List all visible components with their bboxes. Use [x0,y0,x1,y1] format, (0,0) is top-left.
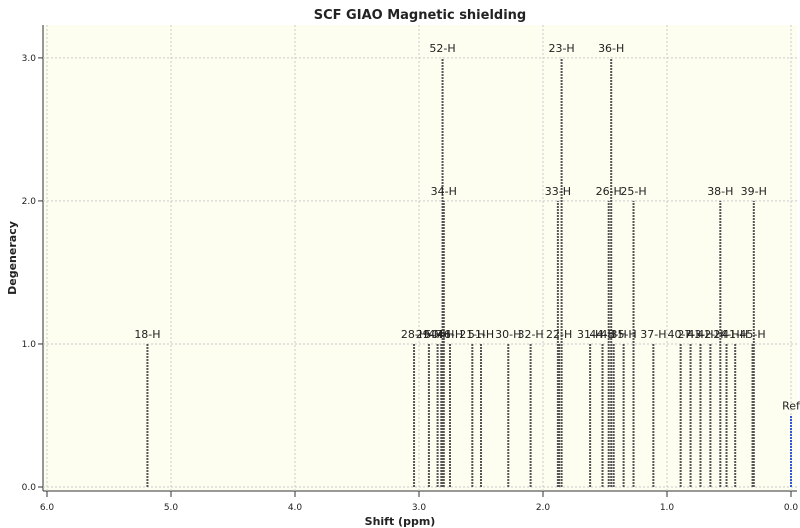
x-axis-label: Shift (ppm) [365,515,436,528]
peak-label: 25-H [620,185,646,198]
peak-label: 34-H [431,185,457,198]
peak-label: 18-H [134,328,160,341]
peak-label: 32-H [517,328,543,341]
y-tick-label: 3.0 [22,54,37,64]
peak-label: 29-H [416,328,442,341]
peak-label: 35-H [610,328,636,341]
peak-label: 28-H [401,328,427,341]
peak-label: 52-H [429,42,455,55]
peak-label: 26-H [596,185,622,198]
x-tick-label: 3.0 [412,503,427,513]
y-tick-label: 2.0 [22,197,37,207]
peak-label: 41-H [722,328,748,341]
x-tick-label: 1.0 [660,503,675,513]
peak-label: 36-H [598,42,624,55]
peak-label: 43-H [687,328,713,341]
peak-label: 45-H [739,328,765,341]
peak-label: 48-H [601,328,627,341]
peak-label: 27-H [677,328,703,341]
x-tick-label: 4.0 [288,503,303,513]
peak-label: 23-H [548,42,574,55]
peak-label: 50-H [424,328,450,341]
y-tick-label: 1.0 [22,340,37,350]
peak-label: 46-H [437,328,463,341]
peak-label: 44-H [589,328,615,341]
chart-title: SCF GIAO Magnetic shielding [314,8,527,23]
y-axis-label: Degeneracy [6,221,19,295]
peak-label: 30-H [495,328,521,341]
peak-label: Ref [782,399,800,412]
y-tick-label: 0.0 [22,483,37,493]
x-tick-label: 0.0 [784,503,799,513]
peak-label: 31-H [577,328,603,341]
peak-label: 21-H [459,328,485,341]
peak-label: 47-H [428,328,454,341]
peak-label: 37-H [640,328,666,341]
peak-label: 24-H [713,328,739,341]
peak-label: 40-H [668,328,694,341]
peak-label: 22-H [546,328,572,341]
peak-label: 38-H [707,185,733,198]
x-tick-label: 6.0 [40,503,55,513]
plot-background [43,25,797,491]
peak-label: 33-H [545,185,571,198]
peak-label: 51-H [468,328,494,341]
x-tick-label: 5.0 [164,503,179,513]
peak-label: 42-H [697,328,723,341]
x-tick-label: 2.0 [536,503,551,513]
peak-label: 39-H [741,185,767,198]
